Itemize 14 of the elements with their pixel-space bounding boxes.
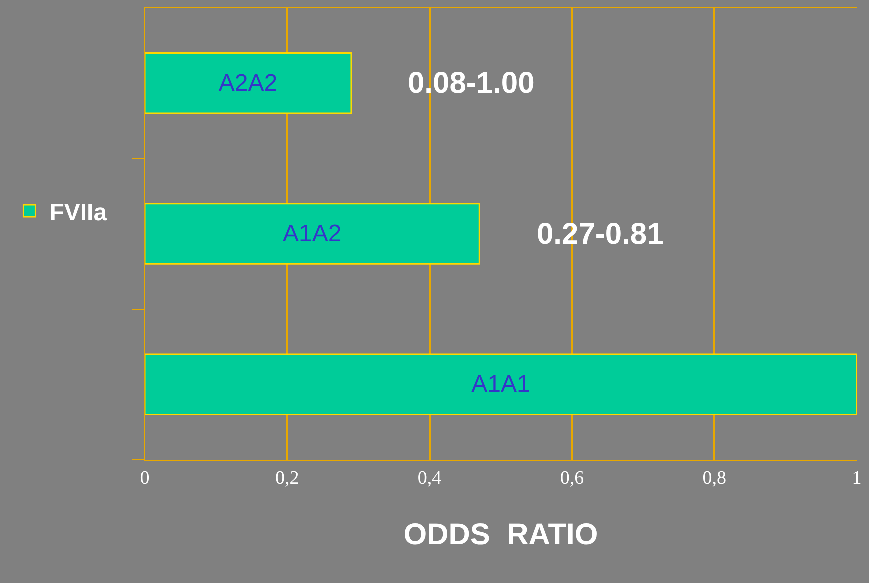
x-tick-label: 0,4 [418, 468, 442, 489]
bar [145, 52, 352, 114]
y-tick-label: A1A2 [282, 220, 342, 248]
y-tick-label: A2A2 [218, 70, 278, 97]
bar [145, 354, 857, 416]
y-tick-label: A1A1 [472, 371, 530, 398]
legend-label: FVIIa [50, 199, 108, 226]
x-tick-label: 1 [852, 468, 862, 489]
bar [145, 203, 480, 265]
x-tick-label: 0,8 [702, 468, 726, 489]
x-tick-label: 0,6 [560, 468, 584, 489]
x-tick-label: 0 [140, 468, 150, 489]
x-tick-label: 0,2 [276, 468, 300, 489]
x-axis-title: ODDS RATIO [404, 518, 598, 552]
